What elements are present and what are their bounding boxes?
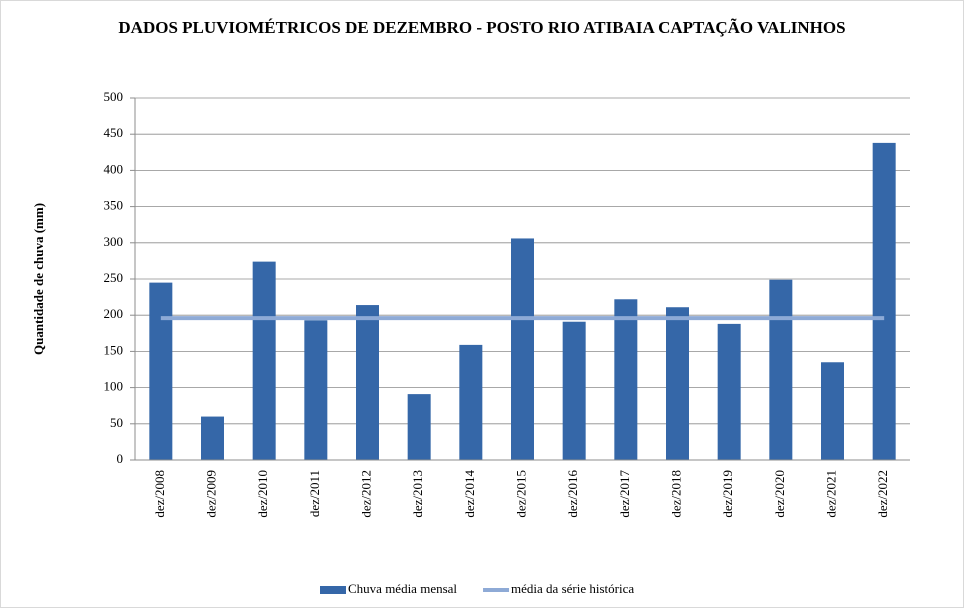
x-tick-label: dez/2016 bbox=[565, 470, 580, 518]
bar bbox=[614, 299, 638, 460]
bar bbox=[459, 344, 483, 460]
x-tick-label: dez/2020 bbox=[772, 470, 787, 518]
x-tick-label: dez/2012 bbox=[358, 470, 373, 518]
x-tick-label: dez/2019 bbox=[720, 470, 735, 518]
chart-title: DADOS PLUVIOMÉTRICOS DE DEZEMBRO - POSTO… bbox=[118, 18, 846, 37]
bar bbox=[717, 323, 741, 460]
bar bbox=[769, 279, 793, 460]
x-tick-label: dez/2021 bbox=[823, 470, 838, 518]
y-tick-label: 250 bbox=[104, 270, 124, 285]
y-tick-label: 0 bbox=[117, 451, 124, 466]
bar bbox=[201, 416, 224, 460]
x-tick-label: dez/2017 bbox=[617, 470, 632, 518]
y-tick-label: 150 bbox=[104, 342, 124, 357]
y-tick-label: 200 bbox=[104, 306, 124, 321]
bar bbox=[666, 307, 689, 460]
x-tick-label: dez/2009 bbox=[203, 470, 218, 518]
bar bbox=[407, 394, 431, 460]
y-tick-label: 450 bbox=[104, 125, 124, 140]
x-tick-label: dez/2011 bbox=[307, 470, 322, 517]
legend-label: Chuva média mensal bbox=[348, 581, 457, 596]
legend-label: média da série histórica bbox=[511, 581, 634, 596]
y-tick-label: 500 bbox=[104, 89, 124, 104]
bar bbox=[872, 142, 896, 460]
x-tick-label: dez/2018 bbox=[668, 470, 683, 518]
bar bbox=[304, 320, 328, 460]
bar bbox=[252, 261, 276, 460]
y-tick-label: 100 bbox=[104, 379, 124, 394]
bar bbox=[356, 305, 379, 460]
x-tick-label: dez/2010 bbox=[255, 470, 270, 518]
x-tick-label: dez/2022 bbox=[875, 470, 890, 518]
bar bbox=[149, 282, 173, 460]
bar bbox=[821, 362, 844, 460]
x-tick-label: dez/2013 bbox=[410, 470, 425, 518]
legend-swatch bbox=[320, 586, 346, 594]
y-tick-label: 350 bbox=[104, 198, 124, 213]
y-tick-label: 300 bbox=[104, 234, 124, 249]
y-tick-label: 400 bbox=[104, 161, 124, 176]
y-axis-label: Quantidade de chuva (mm) bbox=[31, 203, 46, 355]
x-tick-label: dez/2008 bbox=[152, 470, 167, 518]
y-tick-label: 50 bbox=[110, 415, 123, 430]
bar bbox=[562, 321, 586, 460]
x-tick-label: dez/2015 bbox=[513, 470, 528, 518]
bar bbox=[511, 238, 534, 460]
x-tick-label: dez/2014 bbox=[462, 470, 477, 518]
